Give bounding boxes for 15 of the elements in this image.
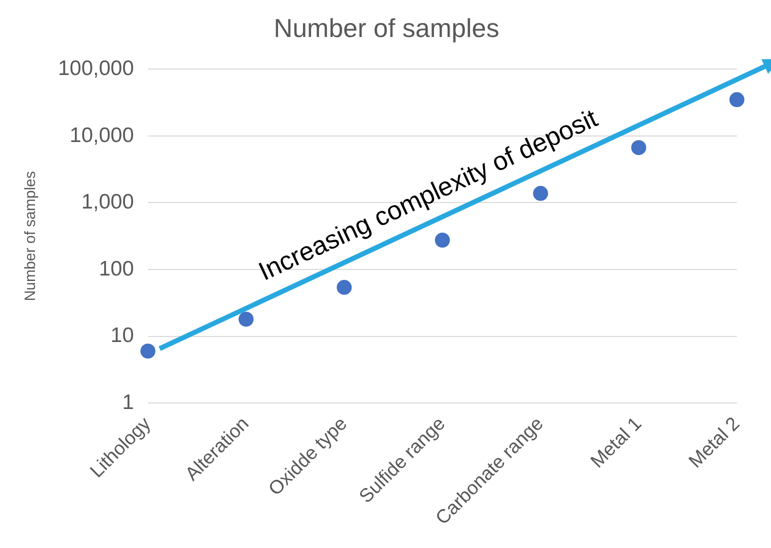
- point: [729, 92, 744, 108]
- chart-title: Number of samples: [274, 12, 500, 43]
- point: [238, 312, 254, 327]
- point: [631, 140, 646, 156]
- point: [434, 232, 450, 248]
- y-tick-label: 10,000: [70, 124, 134, 147]
- y-tick-label: 100: [98, 257, 134, 280]
- point: [140, 344, 156, 359]
- point: [336, 280, 352, 295]
- y-tick-label: 1,000: [81, 190, 134, 214]
- y-tick-label: 1: [122, 390, 134, 414]
- point: [533, 186, 548, 201]
- y-axis-title: Number of samples: [22, 171, 40, 302]
- y-tick-label: 100,000: [58, 56, 134, 80]
- y-tick-label: 10: [110, 324, 134, 348]
